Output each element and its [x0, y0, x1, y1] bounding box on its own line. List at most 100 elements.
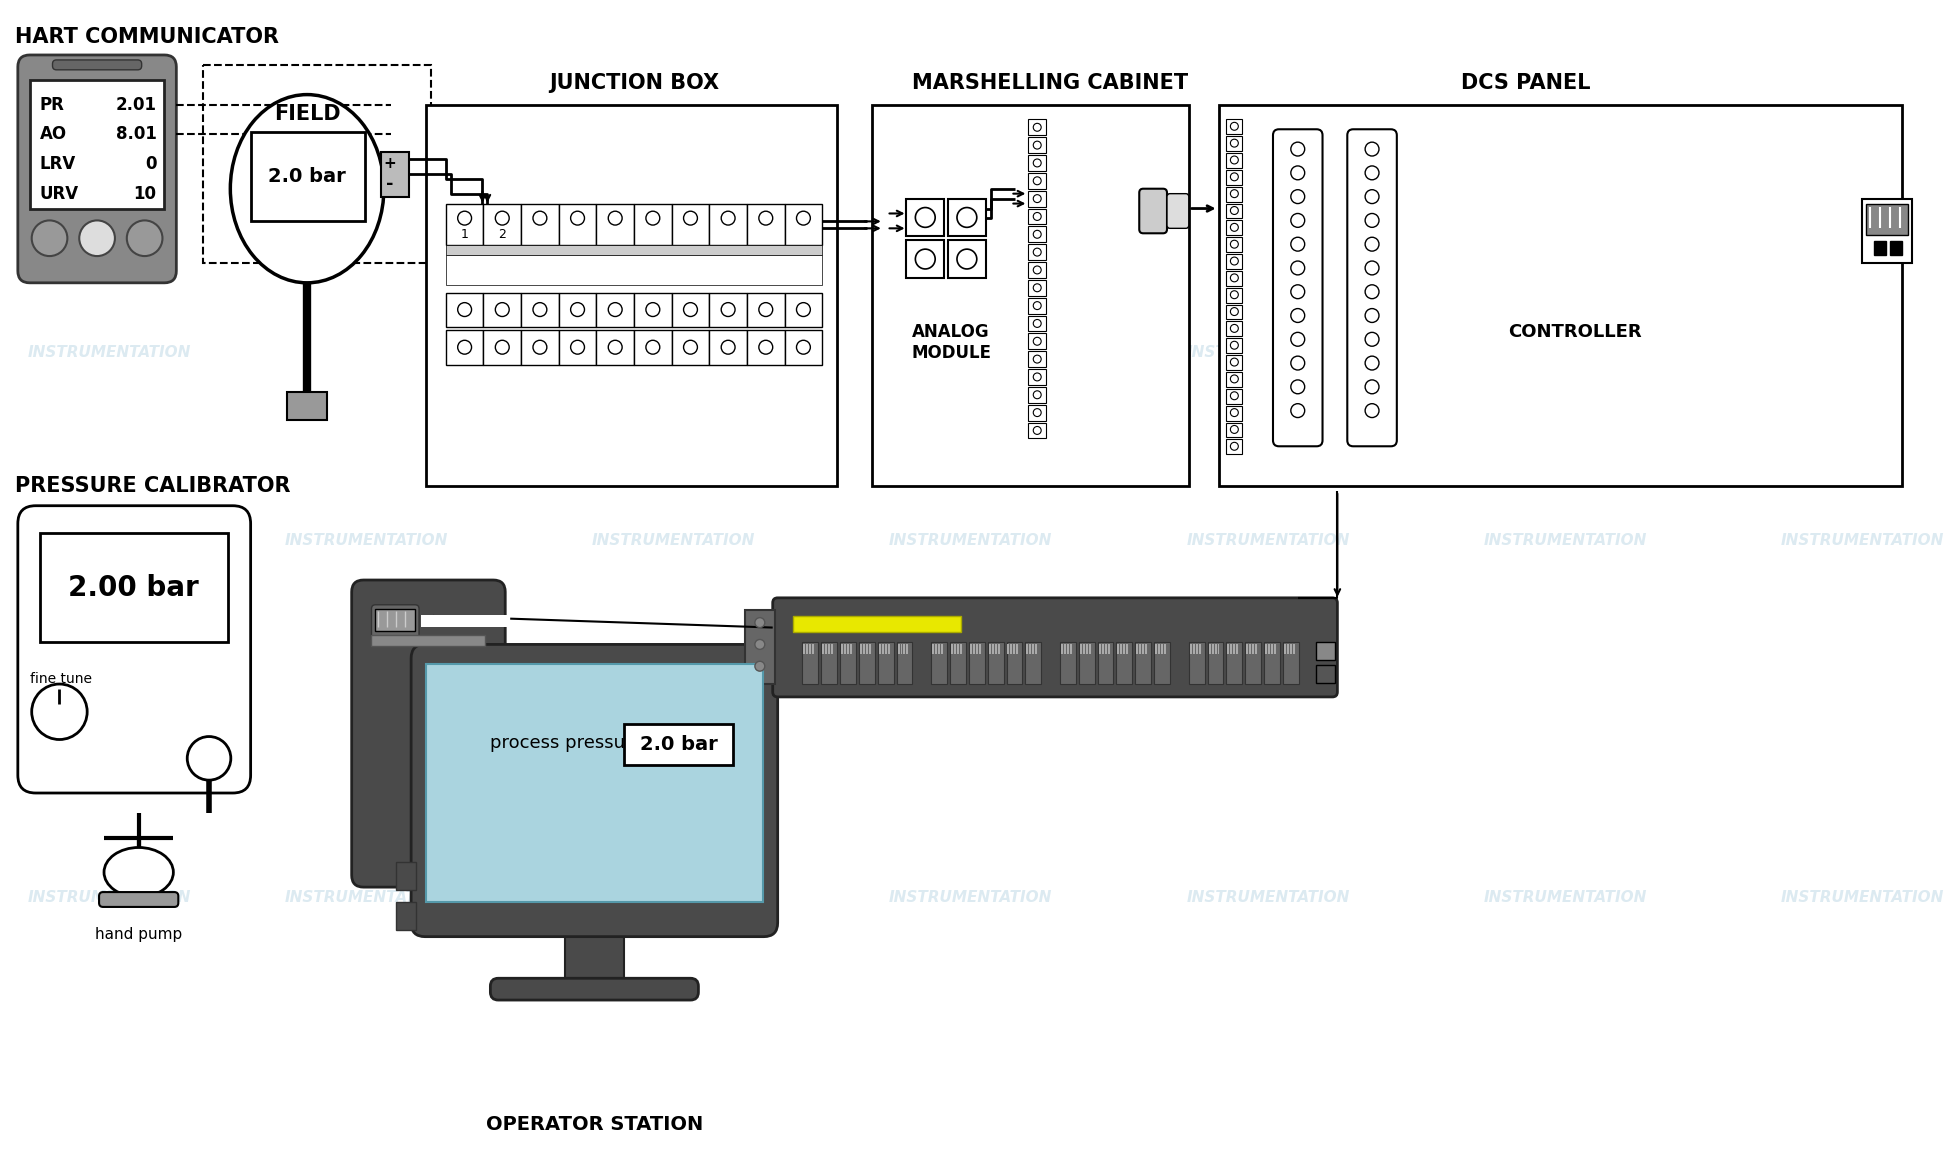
Bar	[1193, 645, 1195, 654]
Bar	[559, 204, 596, 246]
Circle shape	[1365, 404, 1378, 418]
Bar	[1271, 645, 1273, 654]
FancyBboxPatch shape	[100, 892, 178, 907]
Bar	[950, 645, 952, 654]
Circle shape	[127, 220, 162, 256]
Bar	[1865, 204, 1906, 235]
Bar	[792, 616, 960, 632]
Bar	[1234, 645, 1236, 654]
Circle shape	[1230, 325, 1238, 333]
Bar	[882, 645, 884, 654]
Bar	[1028, 244, 1046, 260]
Circle shape	[1230, 173, 1238, 180]
Circle shape	[457, 211, 471, 225]
Bar	[1292, 645, 1294, 654]
Bar	[831, 645, 833, 654]
Text: PRESSURE CALIBRATOR: PRESSURE CALIBRATOR	[16, 476, 289, 496]
Bar	[1189, 645, 1191, 654]
Bar	[483, 204, 520, 246]
Circle shape	[495, 303, 508, 317]
Circle shape	[1032, 319, 1040, 327]
Text: AO: AO	[39, 126, 66, 143]
Bar	[559, 292, 596, 327]
Circle shape	[1230, 375, 1238, 383]
Bar	[1097, 643, 1112, 684]
Bar	[420, 615, 510, 626]
Circle shape	[759, 303, 772, 317]
Bar	[1189, 643, 1204, 684]
Bar	[987, 645, 989, 654]
Bar	[426, 665, 762, 902]
Bar	[1024, 643, 1040, 684]
Text: CONTROLLER: CONTROLLER	[1507, 324, 1640, 341]
Bar	[933, 645, 934, 654]
Circle shape	[796, 340, 809, 354]
Bar	[1288, 645, 1290, 654]
Bar	[1249, 645, 1251, 654]
Text: fine tune: fine tune	[29, 672, 92, 686]
Bar	[1206, 643, 1222, 684]
Text: 1: 1	[461, 228, 469, 241]
Bar	[1210, 645, 1212, 654]
Bar	[397, 902, 416, 930]
Circle shape	[31, 220, 66, 256]
Bar	[948, 199, 985, 236]
Bar	[866, 645, 868, 654]
Text: 2.01: 2.01	[115, 95, 156, 114]
Text: INSTRUMENTATION: INSTRUMENTATION	[27, 533, 190, 548]
Bar	[1282, 643, 1298, 684]
Bar	[1060, 643, 1075, 684]
FancyBboxPatch shape	[491, 978, 698, 1000]
Bar	[811, 645, 813, 654]
Circle shape	[1032, 159, 1040, 166]
Bar	[1157, 645, 1159, 654]
Bar	[1099, 645, 1101, 654]
Bar	[596, 331, 633, 365]
Text: OPERATOR STATION: OPERATOR STATION	[485, 1115, 702, 1135]
Bar	[446, 246, 821, 255]
Bar	[950, 643, 966, 684]
Bar	[1161, 645, 1163, 654]
Circle shape	[532, 303, 547, 317]
Bar	[1226, 643, 1241, 684]
Text: INSTRUMENTATION: INSTRUMENTATION	[1482, 889, 1646, 904]
Bar	[624, 724, 733, 765]
Text: -: -	[385, 175, 393, 193]
Circle shape	[608, 303, 622, 317]
Bar	[747, 331, 784, 365]
Circle shape	[1230, 359, 1238, 365]
Text: 2.0 bar: 2.0 bar	[268, 168, 346, 186]
Bar	[1028, 315, 1046, 332]
Text: PR: PR	[39, 95, 65, 114]
Bar	[1065, 645, 1067, 654]
Bar	[1028, 226, 1046, 242]
Bar	[1226, 305, 1241, 319]
Circle shape	[1230, 291, 1238, 299]
Bar	[884, 645, 886, 654]
Circle shape	[1032, 426, 1040, 434]
Text: JUNCTION BOX: JUNCTION BOX	[549, 72, 719, 93]
Bar	[1218, 105, 1900, 485]
Bar	[1028, 352, 1046, 367]
FancyBboxPatch shape	[1347, 129, 1396, 446]
Circle shape	[755, 639, 764, 650]
FancyBboxPatch shape	[18, 55, 176, 283]
Text: 8.01: 8.01	[115, 126, 156, 143]
Circle shape	[495, 340, 508, 354]
Bar	[903, 645, 905, 654]
Circle shape	[1032, 409, 1040, 417]
Circle shape	[1032, 141, 1040, 149]
Text: process pressure: process pressure	[491, 734, 643, 752]
Circle shape	[682, 340, 698, 354]
Circle shape	[1365, 142, 1378, 156]
Bar	[1017, 645, 1019, 654]
Text: INSTRUMENTATION: INSTRUMENTATION	[1779, 889, 1943, 904]
Bar	[1226, 237, 1241, 253]
Bar	[784, 292, 821, 327]
Bar	[1226, 389, 1241, 404]
Bar	[1226, 204, 1241, 219]
Bar	[847, 645, 848, 654]
FancyBboxPatch shape	[1138, 189, 1167, 233]
Text: +: +	[383, 156, 395, 171]
Bar	[1136, 645, 1138, 654]
